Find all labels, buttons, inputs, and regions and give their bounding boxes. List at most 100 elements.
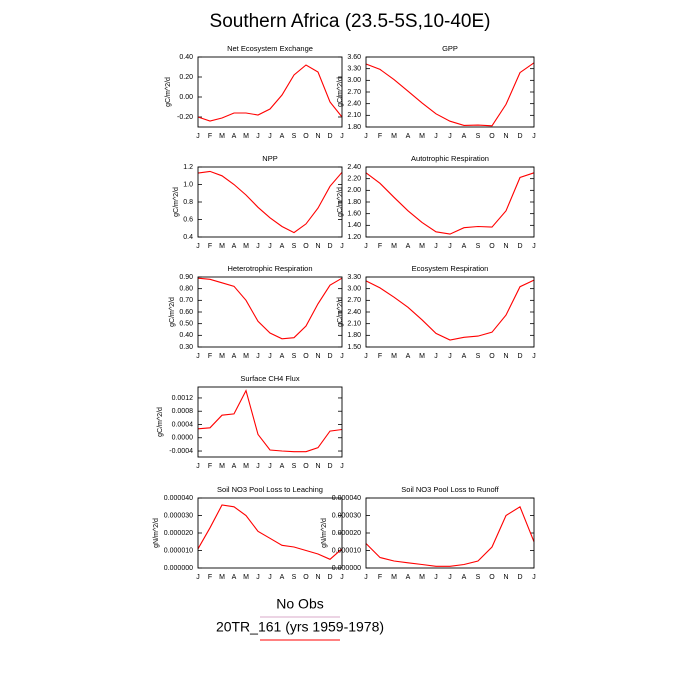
x-tick-label: M (391, 243, 397, 250)
panel-title: Heterotrophic Respiration (227, 264, 312, 273)
x-tick-label: M (391, 353, 397, 360)
panel-title: Soil NO3 Pool Loss to Leaching (217, 485, 323, 494)
x-tick-label: S (476, 133, 481, 140)
x-tick-label: F (378, 353, 382, 360)
x-tick-label: O (489, 243, 495, 250)
y-tick-label: 2.10 (347, 112, 361, 119)
x-tick-label: S (292, 133, 297, 140)
x-tick-label: M (219, 243, 225, 250)
x-tick-label: D (327, 133, 332, 140)
x-tick-label: J (268, 463, 272, 470)
y-tick-label: 0.70 (179, 297, 193, 304)
x-tick-label: J (268, 353, 272, 360)
x-tick-label: J (256, 353, 260, 360)
y-tick-label: 1.50 (347, 344, 361, 351)
x-tick-label: O (303, 243, 309, 250)
x-tick-label: J (196, 574, 200, 581)
y-tick-label: 2.40 (347, 164, 361, 171)
x-tick-label: D (327, 463, 332, 470)
y-tick-label: 3.30 (347, 66, 361, 73)
x-tick-label: F (208, 463, 212, 470)
x-tick-label: J (434, 133, 438, 140)
y-tick-label: 0.000020 (164, 530, 193, 537)
y-tick-label: -0.20 (177, 114, 193, 121)
x-tick-label: J (364, 353, 368, 360)
x-tick-label: S (292, 463, 297, 470)
x-tick-label: S (476, 574, 481, 581)
x-tick-label: M (243, 463, 249, 470)
x-tick-label: A (406, 243, 411, 250)
y-axis-label: gN/m^2/d (321, 518, 328, 548)
plot-frame (197, 56, 343, 128)
y-tick-label: 0.30 (179, 344, 193, 351)
x-tick-label: J (532, 574, 536, 581)
x-tick-label: J (448, 243, 452, 250)
data-line (197, 504, 343, 560)
x-tick-label: N (315, 133, 320, 140)
y-axis-label: gC/m^2/d (169, 297, 176, 327)
y-tick-label: 3.00 (347, 286, 361, 293)
x-tick-label: A (406, 574, 411, 581)
x-tick-label: S (476, 243, 481, 250)
data-line (365, 505, 535, 567)
figure-title: Southern Africa (23.5-5S,10-40E) (210, 11, 491, 32)
y-tick-label: 1.80 (347, 332, 361, 339)
panel-title: Ecosystem Respiration (412, 264, 489, 273)
x-tick-label: A (406, 353, 411, 360)
x-tick-label: J (268, 243, 272, 250)
x-tick-label: D (327, 353, 332, 360)
x-tick-label: D (517, 133, 522, 140)
x-tick-label: N (315, 353, 320, 360)
x-tick-label: N (503, 574, 508, 581)
x-tick-label: A (462, 243, 467, 250)
x-tick-label: S (292, 574, 297, 581)
x-tick-label: J (364, 133, 368, 140)
y-tick-label: 0.0004 (172, 421, 194, 428)
y-tick-label: 0.80 (179, 286, 193, 293)
x-tick-label: J (532, 133, 536, 140)
y-tick-label: 0.000010 (332, 547, 361, 554)
x-tick-label: M (243, 133, 249, 140)
x-tick-label: S (292, 353, 297, 360)
x-tick-label: N (503, 133, 508, 140)
x-tick-label: F (208, 133, 212, 140)
x-tick-label: O (303, 353, 309, 360)
y-tick-label: 2.20 (347, 176, 361, 183)
y-axis-label: gC/m^2/d (337, 187, 344, 217)
plot-frame (197, 276, 343, 348)
x-tick-label: J (340, 353, 344, 360)
data-line (197, 277, 343, 340)
y-tick-label: 2.10 (347, 321, 361, 328)
plot-frame (365, 56, 535, 128)
x-tick-label: D (517, 574, 522, 581)
y-tick-label: 0.000000 (164, 565, 193, 572)
y-tick-label: 2.00 (347, 187, 361, 194)
y-axis-label: gN/m^2/d (153, 518, 160, 548)
x-tick-label: M (219, 463, 225, 470)
x-tick-label: A (232, 133, 237, 140)
panel-title: Net Ecosystem Exchange (227, 44, 313, 53)
y-tick-label: 0.40 (179, 332, 193, 339)
y-tick-label: 0.000030 (164, 512, 193, 519)
x-tick-label: A (232, 353, 237, 360)
y-tick-label: 0.000010 (164, 547, 193, 554)
x-tick-label: J (340, 574, 344, 581)
x-tick-label: A (232, 574, 237, 581)
x-tick-label: A (462, 353, 467, 360)
x-tick-label: N (503, 353, 508, 360)
plot-frame (197, 166, 343, 238)
x-tick-label: F (208, 243, 212, 250)
plot-frame (197, 386, 343, 458)
plot-frame (365, 497, 535, 569)
x-tick-label: A (232, 243, 237, 250)
x-tick-label: J (256, 463, 260, 470)
y-tick-label: 2.40 (347, 101, 361, 108)
x-tick-label: D (327, 574, 332, 581)
y-tick-label: 0.20 (179, 74, 193, 81)
x-tick-label: J (364, 574, 368, 581)
x-tick-label: A (280, 463, 285, 470)
x-tick-label: F (378, 133, 382, 140)
x-tick-label: J (196, 463, 200, 470)
x-tick-label: M (419, 574, 425, 581)
